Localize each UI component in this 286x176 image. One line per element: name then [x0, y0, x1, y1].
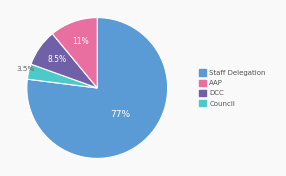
- Text: 11%: 11%: [72, 37, 89, 46]
- Wedge shape: [27, 64, 97, 88]
- Text: 8.5%: 8.5%: [47, 55, 66, 64]
- Wedge shape: [52, 18, 97, 88]
- Wedge shape: [31, 34, 97, 88]
- Text: 77%: 77%: [110, 110, 131, 119]
- Text: 3.5%: 3.5%: [17, 66, 35, 72]
- Legend: Staff Delegation, AAP, DCC, Council: Staff Delegation, AAP, DCC, Council: [198, 68, 267, 108]
- Wedge shape: [27, 18, 168, 158]
